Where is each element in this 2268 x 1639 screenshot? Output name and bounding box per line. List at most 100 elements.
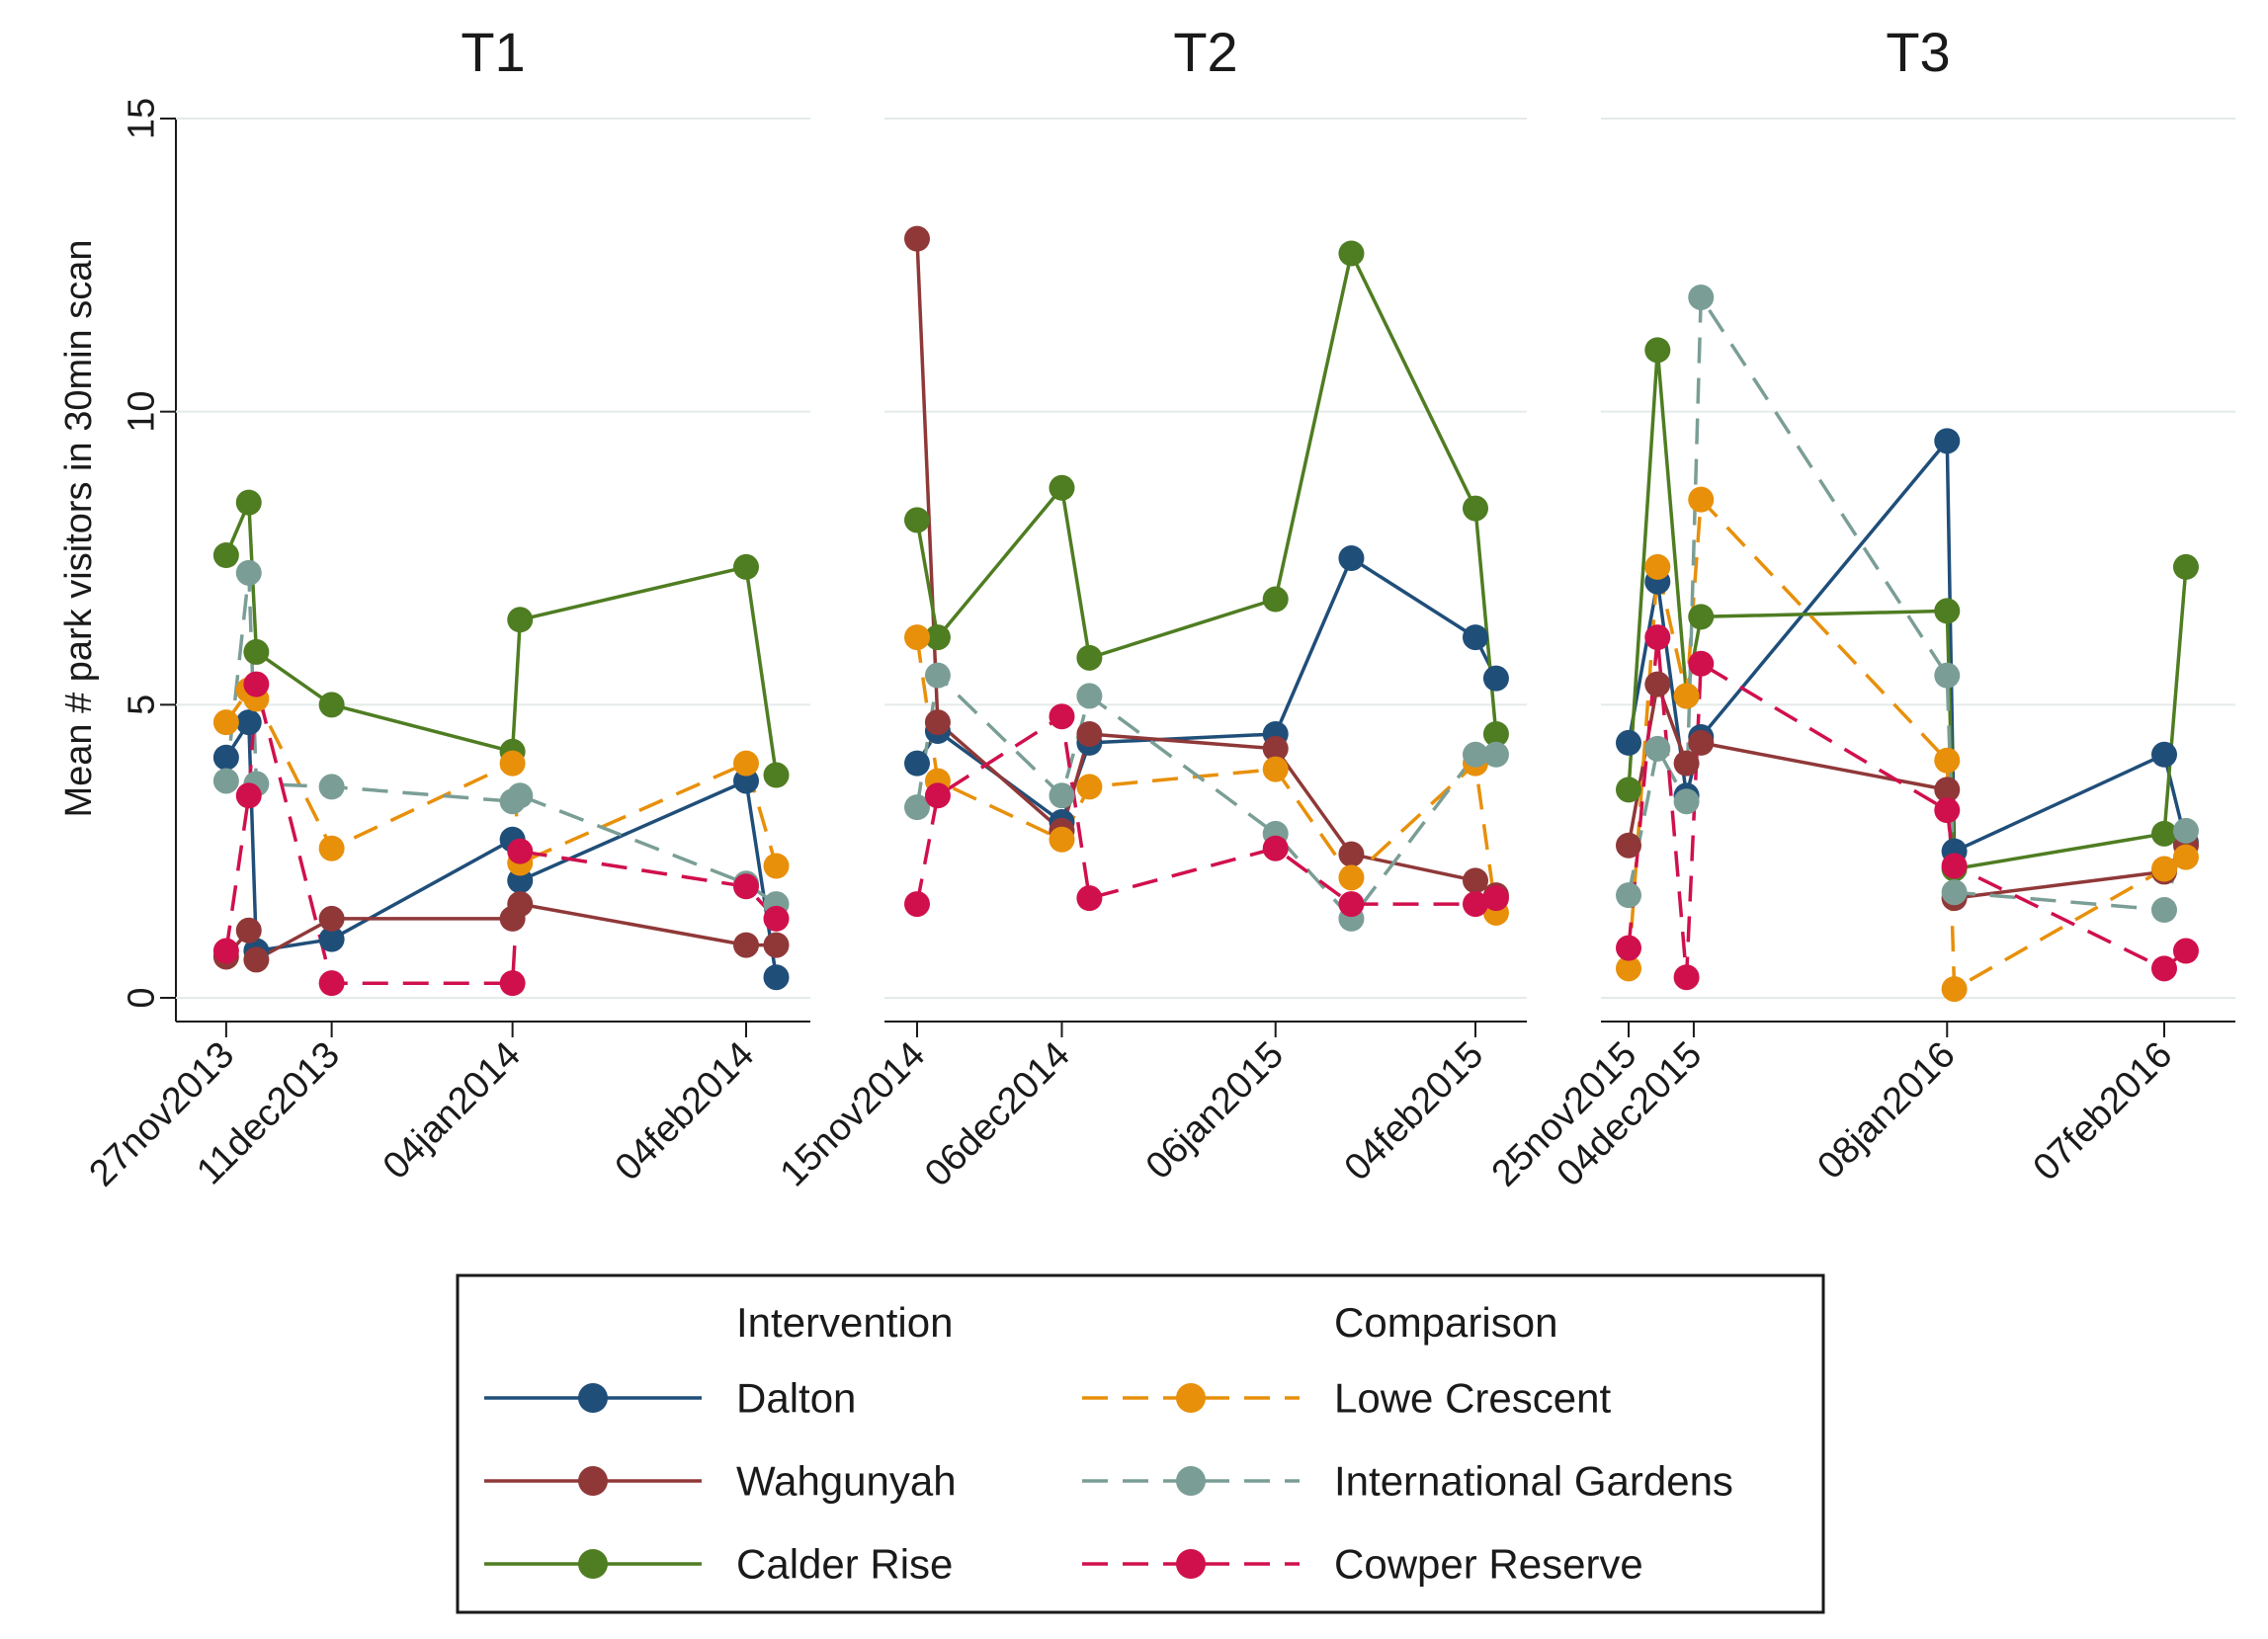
data-point [1338, 891, 1365, 918]
data-point [904, 225, 930, 252]
data-point [1482, 665, 1509, 692]
chart-panels: 0 5 10 15 Mean # park visitors in 30min scan… [58, 21, 2235, 1194]
data-point [212, 744, 239, 771]
y-tick-label: 5 [121, 695, 162, 715]
series-line-international-gardens [915, 673, 1496, 921]
data-point [1482, 885, 1509, 912]
data-point [1076, 683, 1103, 709]
data-point [2151, 820, 2177, 847]
data-point [1688, 650, 1715, 677]
data-point [904, 794, 930, 821]
legend-label: Calder Rise [736, 1541, 953, 1588]
data-point [235, 489, 262, 516]
data-point [1673, 788, 1700, 815]
x-tick-label: 06dec2014 [917, 1034, 1078, 1195]
data-point [235, 709, 262, 736]
data-point [1688, 284, 1715, 310]
data-point [924, 782, 951, 809]
data-point [235, 917, 262, 943]
data-point [1941, 879, 1968, 906]
series-line-cowper-reserve [1627, 635, 2188, 979]
data-point [507, 607, 534, 633]
series-line-dalton [915, 556, 1498, 824]
legend-label: Dalton [736, 1375, 856, 1422]
data-point [318, 970, 345, 997]
data-point [1049, 826, 1075, 853]
data-point [1616, 777, 1641, 803]
data-point [1644, 735, 1671, 762]
data-point [1463, 867, 1488, 894]
data-point [2172, 844, 2199, 870]
data-point [1482, 741, 1509, 768]
data-point [1049, 782, 1075, 809]
data-point [904, 891, 930, 918]
legend-group-title: Intervention [736, 1299, 953, 1346]
legend-box [456, 1273, 1825, 1614]
data-point [733, 873, 759, 900]
data-point [1482, 721, 1509, 747]
data-point [904, 750, 930, 777]
data-point [1616, 935, 1641, 961]
x-tick-label: 08jan2016 [1809, 1034, 1963, 1188]
data-point [507, 782, 534, 809]
data-point [924, 709, 951, 736]
legend-marker [1176, 1466, 1206, 1496]
data-point [924, 624, 951, 651]
data-point [2172, 938, 2199, 964]
series-line-calder-rise [915, 251, 1498, 735]
data-point [235, 782, 262, 809]
legend-group-title: Comparison [1334, 1299, 1557, 1346]
data-point [1616, 955, 1641, 982]
data-point [2172, 553, 2199, 580]
data-point [1463, 891, 1488, 918]
data-point [733, 750, 759, 777]
data-point [2151, 955, 2177, 982]
data-point [1076, 644, 1103, 671]
data-point [1644, 671, 1671, 697]
legend-label: Lowe Crescent [1334, 1375, 1611, 1422]
legend-label: Cowper Reserve [1334, 1541, 1643, 1588]
data-point [243, 671, 270, 697]
data-point [1262, 735, 1289, 762]
data-point [1688, 729, 1715, 756]
data-point [904, 507, 930, 533]
legend-marker [1176, 1549, 1206, 1579]
data-point [1688, 486, 1715, 513]
series-line-wahgunyah [915, 238, 1497, 897]
x-tick-label: 15nov2014 [773, 1034, 934, 1195]
legend-label: International Gardens [1334, 1458, 1733, 1505]
data-point [318, 774, 345, 800]
data-point [243, 946, 270, 973]
data-point [1076, 774, 1103, 800]
data-point [1688, 604, 1715, 630]
series-line-wahgunyah [224, 902, 777, 962]
data-point [1616, 832, 1641, 859]
data-point [1262, 756, 1289, 782]
series-line-dalton [224, 720, 779, 978]
data-point [763, 853, 790, 879]
data-point [904, 624, 930, 651]
data-point [1616, 729, 1641, 756]
data-point [1934, 797, 1961, 824]
data-point [2172, 817, 2199, 844]
data-point [763, 905, 790, 932]
data-point [499, 970, 526, 997]
series-line-cowper-reserve [915, 714, 1497, 906]
data-point [507, 867, 534, 894]
data-point [212, 938, 239, 964]
y-axis-label: Mean # park visitors in 30min scan [58, 239, 100, 817]
data-point [1934, 598, 1961, 624]
x-tick-label: 04jan2014 [376, 1034, 529, 1188]
data-point [1076, 885, 1103, 912]
data-point [763, 932, 790, 958]
series-line-lowe-crescent [915, 636, 1498, 914]
panel-title: T2 [1173, 21, 1237, 83]
data-point [1049, 474, 1075, 501]
data-point [733, 553, 759, 580]
data-point [318, 835, 345, 861]
data-point [924, 662, 951, 689]
data-point [499, 750, 526, 777]
data-point [1262, 835, 1289, 861]
data-point [212, 709, 239, 736]
